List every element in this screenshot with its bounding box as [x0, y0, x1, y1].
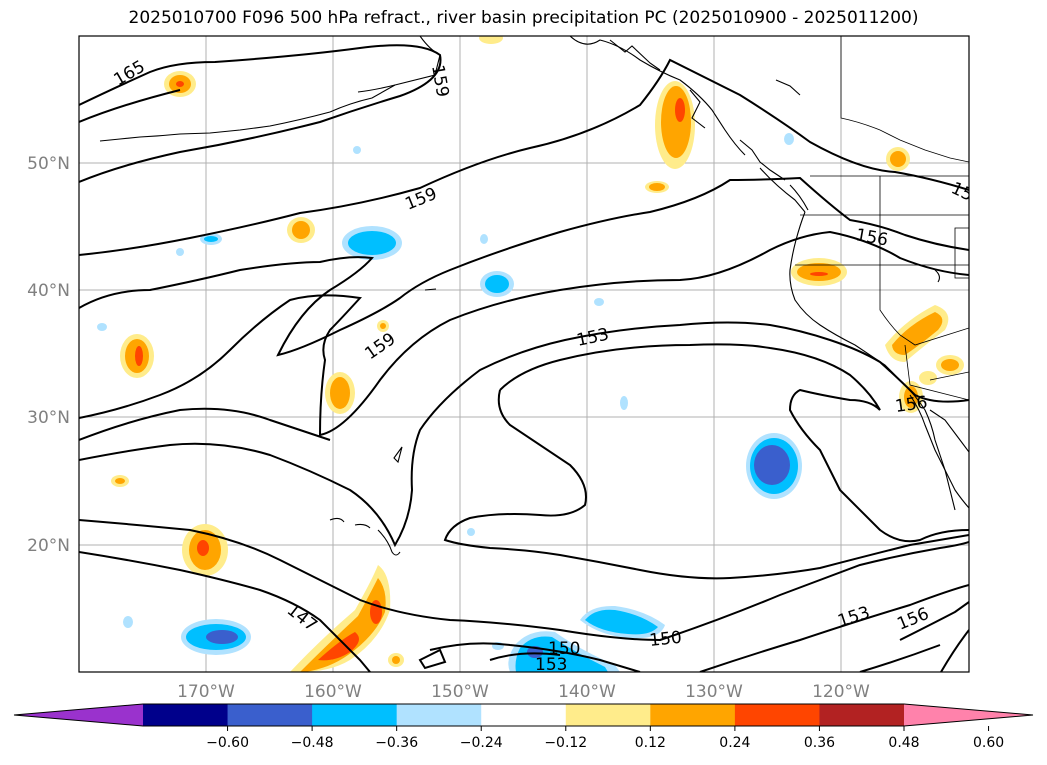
contour-label: 150: [648, 628, 682, 651]
colorbar-tick-label: 0.48: [888, 735, 919, 751]
latitude-labels: 50°N 40°N 30°N 20°N: [27, 154, 70, 556]
longitude-labels: 170°W 160°W 150°W 140°W 130°W 120°W: [177, 682, 870, 702]
colorbar-tick-label: −0.12: [544, 735, 587, 751]
political-borders: [795, 36, 969, 401]
lat-label-30n: 30°N: [27, 408, 70, 428]
lon-label-120w: 120°W: [812, 682, 870, 702]
colorbar-swatch: [819, 704, 905, 726]
colorbar-swatch: [396, 704, 482, 726]
map-border: [78, 35, 970, 673]
colorbar: −0.60 −0.48 −0.36 −0.24 −0.12 0.12 0.24 0.36 0.4…: [13, 703, 1034, 751]
colorbar-swatch: [312, 704, 398, 726]
lon-label-140w: 140°W: [558, 682, 616, 702]
colorbar-tick-label: −0.36: [375, 735, 418, 751]
lon-label-150w: 150°W: [431, 682, 489, 702]
refractivity-contours: [79, 44, 969, 672]
colorbar-tick-label: 0.60: [973, 735, 1004, 751]
map-title: 2025010700 F096 500 hPa refract., river …: [128, 8, 919, 28]
lon-label-130w: 130°W: [685, 682, 743, 702]
colorbar-swatch: [734, 704, 820, 726]
lat-label-50n: 50°N: [27, 154, 70, 174]
colorbar-swatch: [227, 704, 313, 726]
colorbar-outline: [13, 703, 1034, 727]
contour-label: 153: [535, 655, 567, 675]
contour-label: 156: [894, 393, 929, 417]
colorbar-tick-label: 0.24: [719, 735, 750, 751]
lat-label-40n: 40°N: [27, 281, 70, 301]
contour-label: 150: [548, 639, 580, 659]
colorbar-swatch: [650, 704, 736, 726]
colorbar-tick-label: 0.12: [635, 735, 666, 751]
colorbar-tick-label: 0.36: [804, 735, 835, 751]
lat-label-20n: 20°N: [27, 536, 70, 556]
colorbar-swatch: [143, 704, 229, 726]
colorbar-tick-label: −0.48: [291, 735, 334, 751]
colorbar-extend-high: [904, 704, 1033, 726]
lon-label-170w: 170°W: [177, 682, 235, 702]
lon-label-160w: 160°W: [304, 682, 362, 702]
colorbar-swatch: [565, 704, 651, 726]
colorbar-tick-label: −0.24: [460, 735, 503, 751]
colorbar-swatch: [481, 704, 567, 726]
colorbar-tick-label: −0.60: [206, 735, 249, 751]
colorbar-extend-low: [14, 704, 143, 726]
